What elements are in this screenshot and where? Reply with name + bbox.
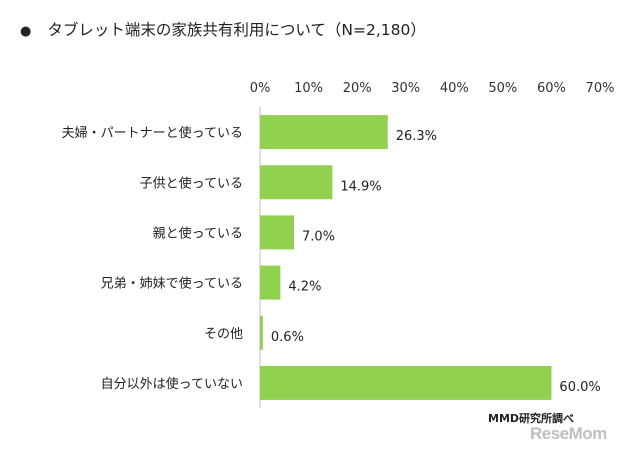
value-label: 0.6% (271, 330, 304, 345)
bar (260, 165, 333, 200)
x-tick-label: 10% (294, 81, 323, 96)
category-label: 兄弟・姉妹で使っている (101, 276, 243, 292)
bar (260, 365, 552, 400)
x-tick-label: 50% (488, 81, 517, 96)
category-label: 夫婦・パートナーと使っている (62, 125, 243, 141)
x-tick-label: 20% (343, 81, 372, 96)
x-tick-label: 40% (440, 81, 469, 96)
x-tick-label: 0% (250, 81, 271, 96)
watermark-logo: ReseMom (530, 424, 607, 443)
source-note: MMD研究所調べ (488, 412, 575, 425)
category-label: 自分以外は使っていない (101, 376, 243, 392)
category-label: 子供と使っている (140, 175, 243, 191)
chart-title: ● タブレット端末の家族共有利用について（N=2,180） (20, 18, 426, 40)
x-tick-label: 30% (391, 81, 420, 96)
chart-title-text: タブレット端末の家族共有利用について（N=2,180） (47, 21, 426, 39)
x-tick-label: 70% (586, 81, 615, 96)
value-label: 4.2% (288, 280, 321, 295)
bar (260, 115, 388, 150)
value-label: 7.0% (302, 229, 335, 244)
value-label: 14.9% (340, 179, 381, 194)
bar (260, 265, 281, 300)
title-bullet: ● (20, 24, 32, 39)
x-tick-label: 60% (537, 81, 566, 96)
value-label: 60.0% (559, 380, 600, 395)
value-label: 26.3% (396, 129, 437, 144)
category-label: 親と使っている (153, 225, 243, 241)
bar (260, 315, 263, 350)
bar (260, 215, 294, 250)
category-label: その他 (204, 327, 243, 342)
